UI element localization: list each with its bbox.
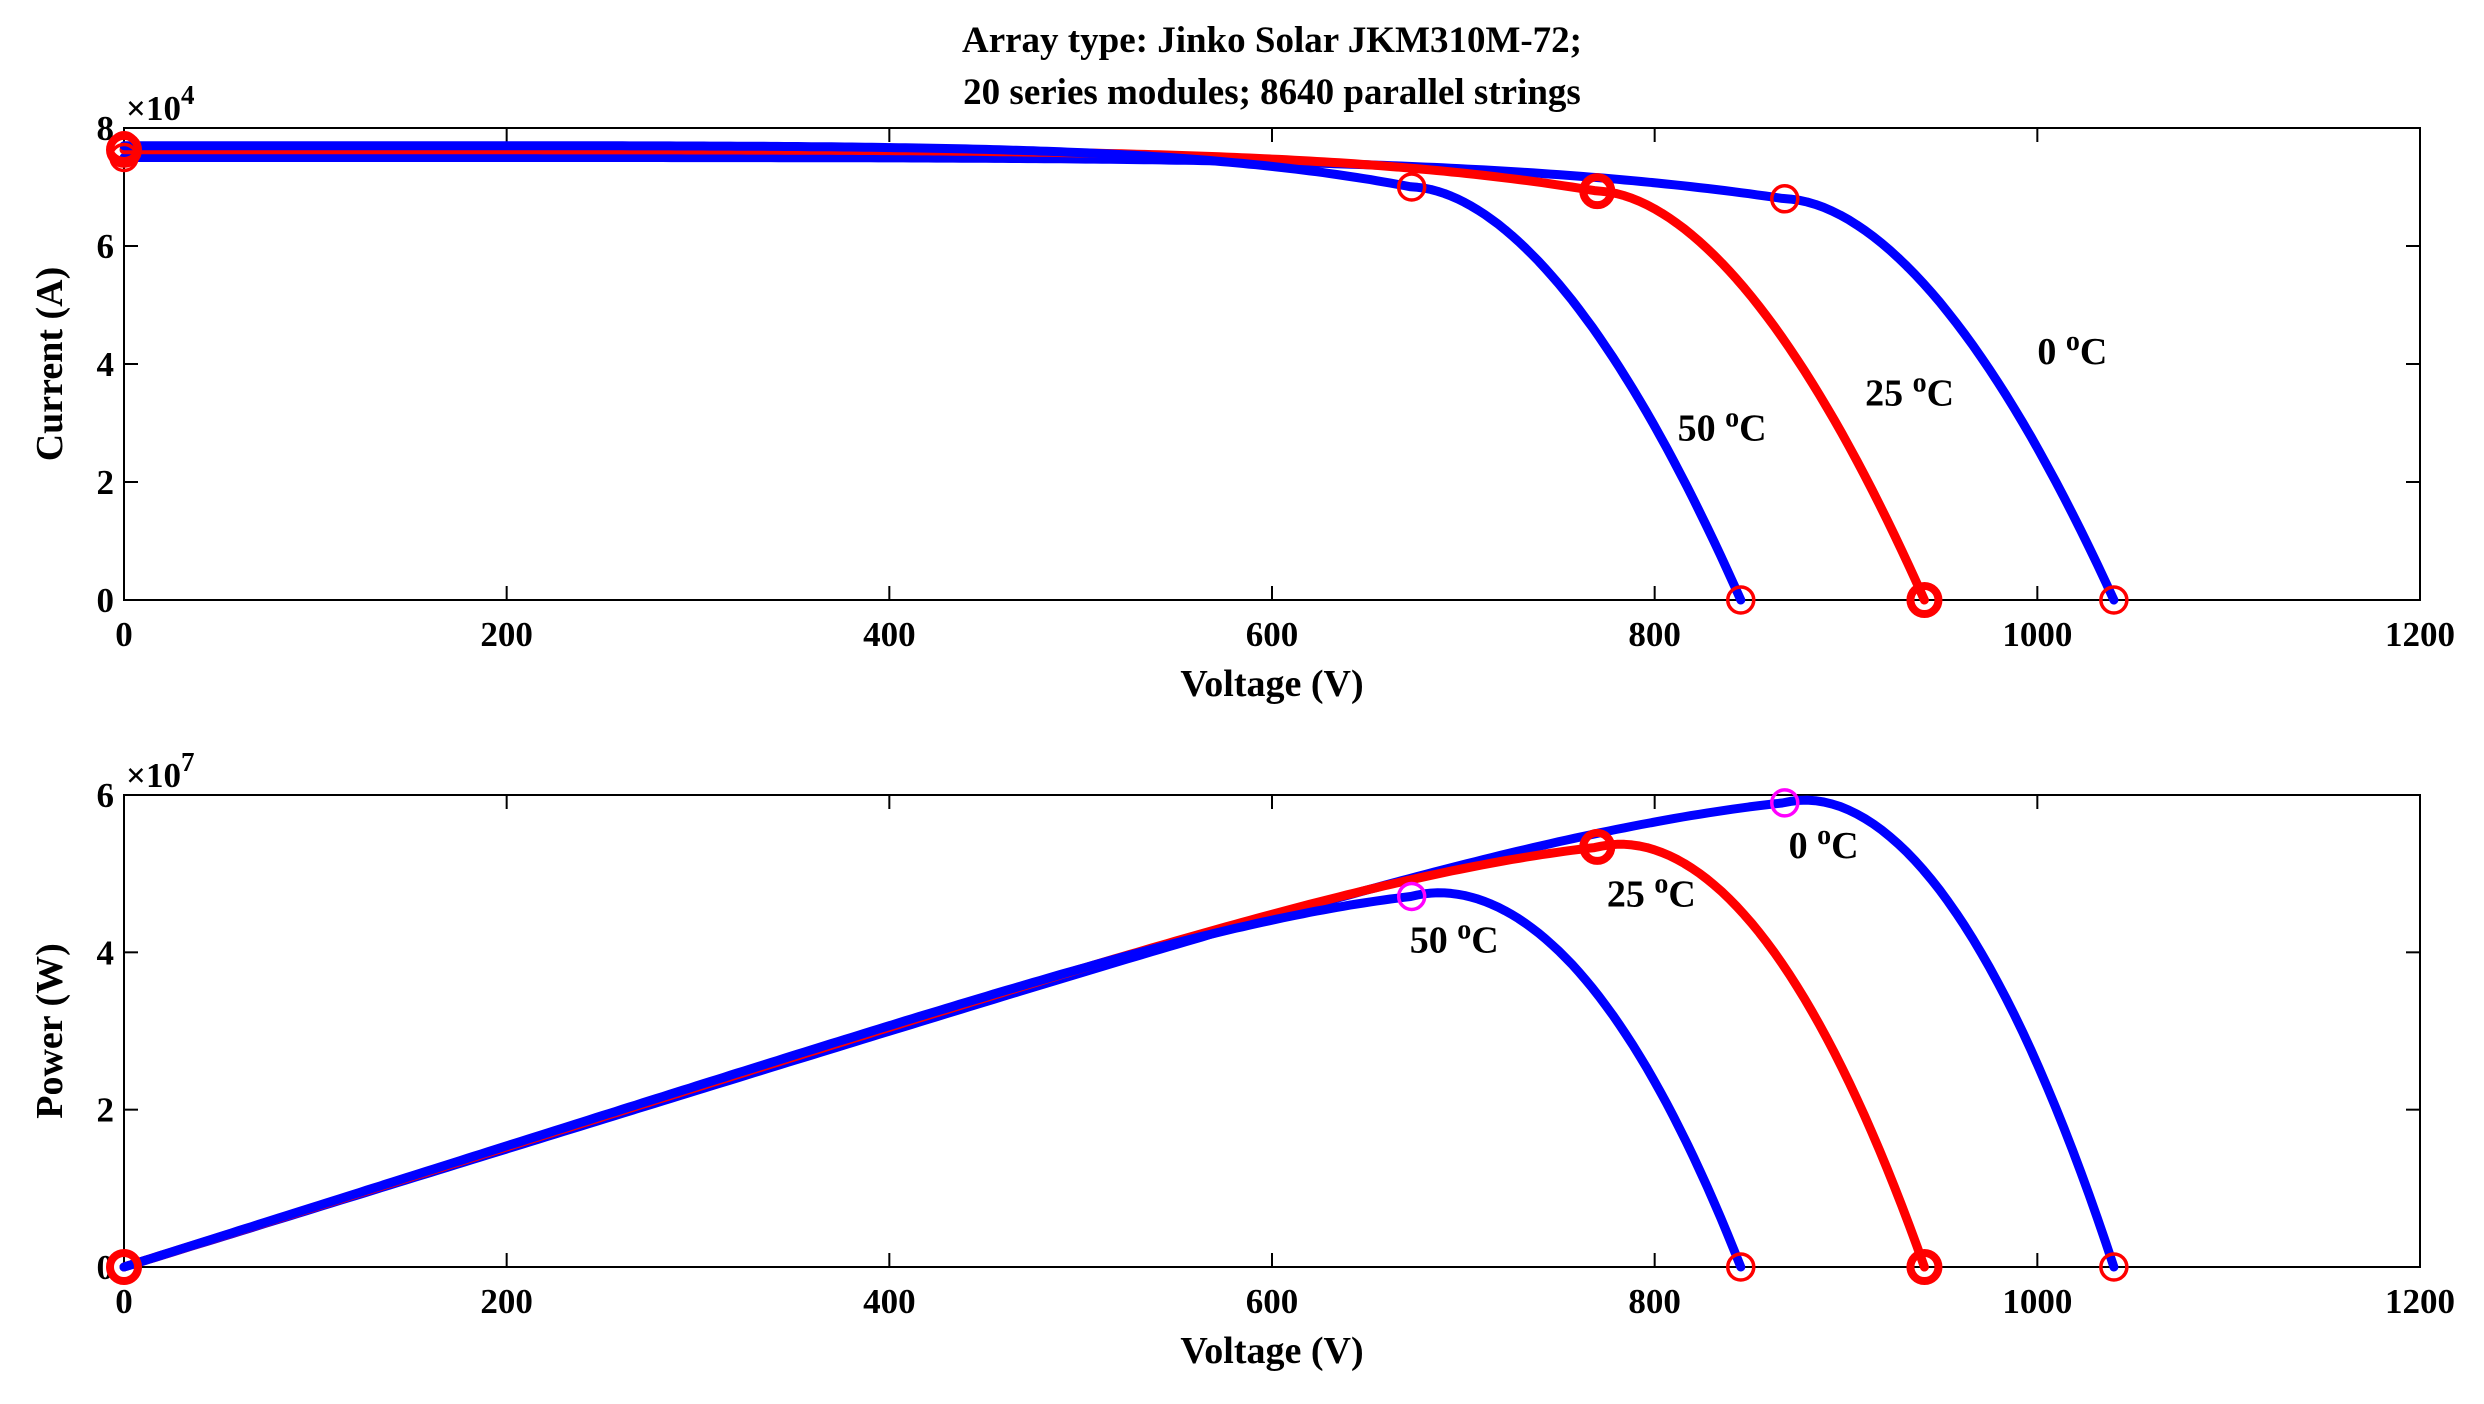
data-point-marker xyxy=(1579,173,1616,210)
figure-title-line-2: 20 series modules; 8640 parallel strings xyxy=(963,72,1581,113)
curve-temperature-label: 50 oC xyxy=(1410,914,1499,961)
y-tick-label: 0 xyxy=(97,581,115,620)
degree-superscript: o xyxy=(1817,820,1831,851)
series-curve-50c xyxy=(119,141,1746,605)
x-tick-label: 600 xyxy=(1246,1282,1299,1321)
x-tick-label: 1200 xyxy=(2385,1282,2455,1321)
data-point-marker xyxy=(1726,1252,1756,1282)
celsius-unit: C xyxy=(1927,372,1954,414)
degree-superscript: o xyxy=(2066,326,2080,357)
x-tick-label: 0 xyxy=(115,615,133,654)
celsius-unit: C xyxy=(1471,919,1498,961)
data-point-marker xyxy=(106,1249,142,1285)
data-point-marker xyxy=(1396,172,1427,202)
y-axis-exponent: ×104 xyxy=(126,80,194,128)
curve-temperature-label: 0 oC xyxy=(2037,326,2107,373)
x-tick-label: 800 xyxy=(1628,615,1681,654)
figure-title-line-1: Array type: Jinko Solar JKM310M-72; xyxy=(962,20,1582,61)
x-tick-label: 600 xyxy=(1246,615,1299,654)
series-curve-50c xyxy=(119,888,1746,1272)
y-tick-label: 2 xyxy=(97,1091,115,1130)
celsius-unit: C xyxy=(1668,874,1695,916)
degree-superscript: o xyxy=(1654,869,1668,900)
y-tick-label: 6 xyxy=(97,776,115,815)
plot-area-frame xyxy=(123,794,2421,1268)
curve-temperature-label: 50 oC xyxy=(1678,403,1767,450)
degree-superscript: o xyxy=(1725,403,1739,434)
x-tick-label: 1200 xyxy=(2385,615,2455,654)
current-voltage-chart: 0 200 400 600 800 1000 1200 0 2 4 6 8 ×104 Voltage (V… xyxy=(29,80,2455,705)
x-tick-label: 1000 xyxy=(2002,615,2072,654)
data-point-marker xyxy=(1770,184,1800,214)
data-point-marker xyxy=(1770,788,1800,818)
x-axis-label: Voltage (V) xyxy=(1180,663,1363,705)
x-tick-label: 1000 xyxy=(2002,1282,2072,1321)
x-tick-label: 0 xyxy=(115,1282,133,1321)
data-point-marker xyxy=(2099,585,2129,615)
y-axis-exponent: ×107 xyxy=(126,747,194,795)
curve-temperature-label: 25 oC xyxy=(1607,869,1696,916)
series-curve-25c xyxy=(119,145,1929,605)
curve-temperature-label: 0 oC xyxy=(1789,820,1859,867)
degree-superscript: o xyxy=(1913,367,1927,398)
celsius-unit: C xyxy=(1831,825,1858,867)
curve-temperature-value: 25 xyxy=(1607,874,1655,916)
y-tick-label: 2 xyxy=(97,463,115,502)
y-tick-label: 4 xyxy=(97,933,115,972)
curve-temperature-value: 0 xyxy=(1789,825,1818,867)
degree-superscript: o xyxy=(1457,914,1471,945)
y-axis-exponent-power: 4 xyxy=(181,80,195,110)
y-axis-label: Current (A) xyxy=(29,267,71,462)
series-curve-0c xyxy=(119,795,2119,1272)
celsius-unit: C xyxy=(2080,331,2107,373)
x-axis-label: Voltage (V) xyxy=(1180,1330,1363,1372)
y-tick-label: 8 xyxy=(97,109,115,148)
x-tick-label: 400 xyxy=(863,615,916,654)
series-curve-0c xyxy=(119,153,2119,605)
y-axis-exponent-power: 7 xyxy=(181,747,195,777)
data-point-marker xyxy=(1579,828,1616,865)
data-point-marker xyxy=(109,130,139,161)
x-tick-label: 200 xyxy=(480,1282,533,1321)
data-point-marker xyxy=(1906,582,1943,618)
x-tick-label: 400 xyxy=(863,1282,916,1321)
y-axis-label: Power (W) xyxy=(29,943,71,1119)
data-point-marker xyxy=(1906,1249,1943,1285)
data-point-marker xyxy=(1726,585,1756,615)
curve-temperature-label: 25 oC xyxy=(1865,367,1954,414)
power-voltage-chart: 0 200 400 600 800 1000 1200 0 2 4 6 ×107 Voltage (V)… xyxy=(29,747,2455,1372)
x-tick-label: 200 xyxy=(480,615,533,654)
curve-temperature-value: 50 xyxy=(1410,919,1458,961)
curve-temperature-value: 25 xyxy=(1865,372,1913,414)
y-tick-label: 4 xyxy=(97,345,115,384)
y-tick-label: 6 xyxy=(97,227,115,266)
celsius-unit: C xyxy=(1739,408,1766,450)
data-point-marker xyxy=(2099,1252,2129,1282)
data-point-marker xyxy=(1396,881,1427,912)
curve-temperature-value: 50 xyxy=(1678,408,1726,450)
curve-temperature-value: 0 xyxy=(2037,331,2066,373)
x-tick-label: 800 xyxy=(1628,1282,1681,1321)
